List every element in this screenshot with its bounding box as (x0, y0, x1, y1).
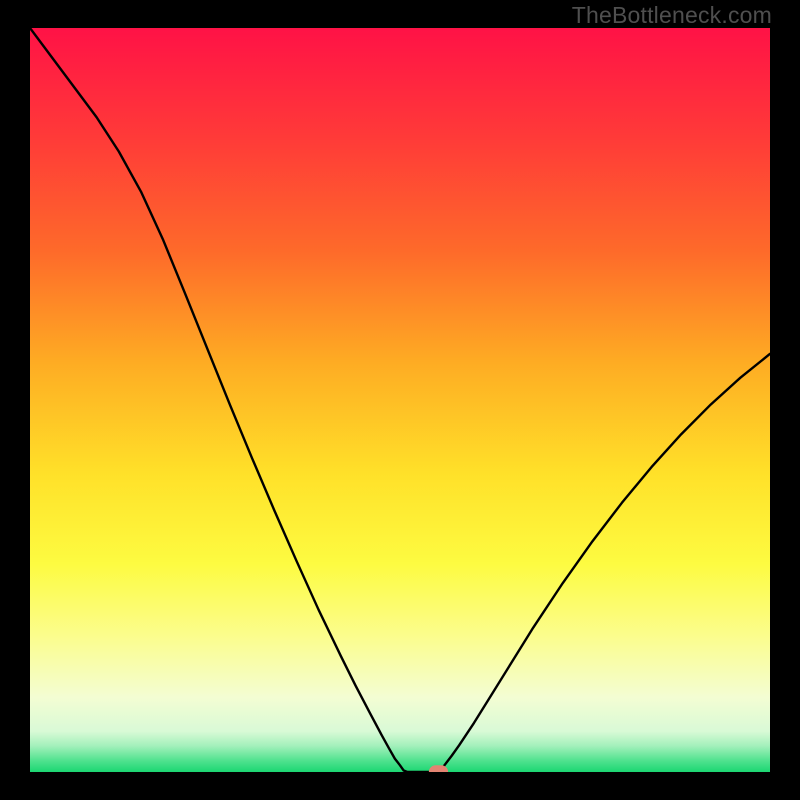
gradient-background (30, 28, 770, 772)
plot-svg (30, 28, 770, 772)
watermark-text: TheBottleneck.com (572, 2, 772, 29)
plot-area (30, 28, 770, 772)
chart-frame: TheBottleneck.com (0, 0, 800, 800)
